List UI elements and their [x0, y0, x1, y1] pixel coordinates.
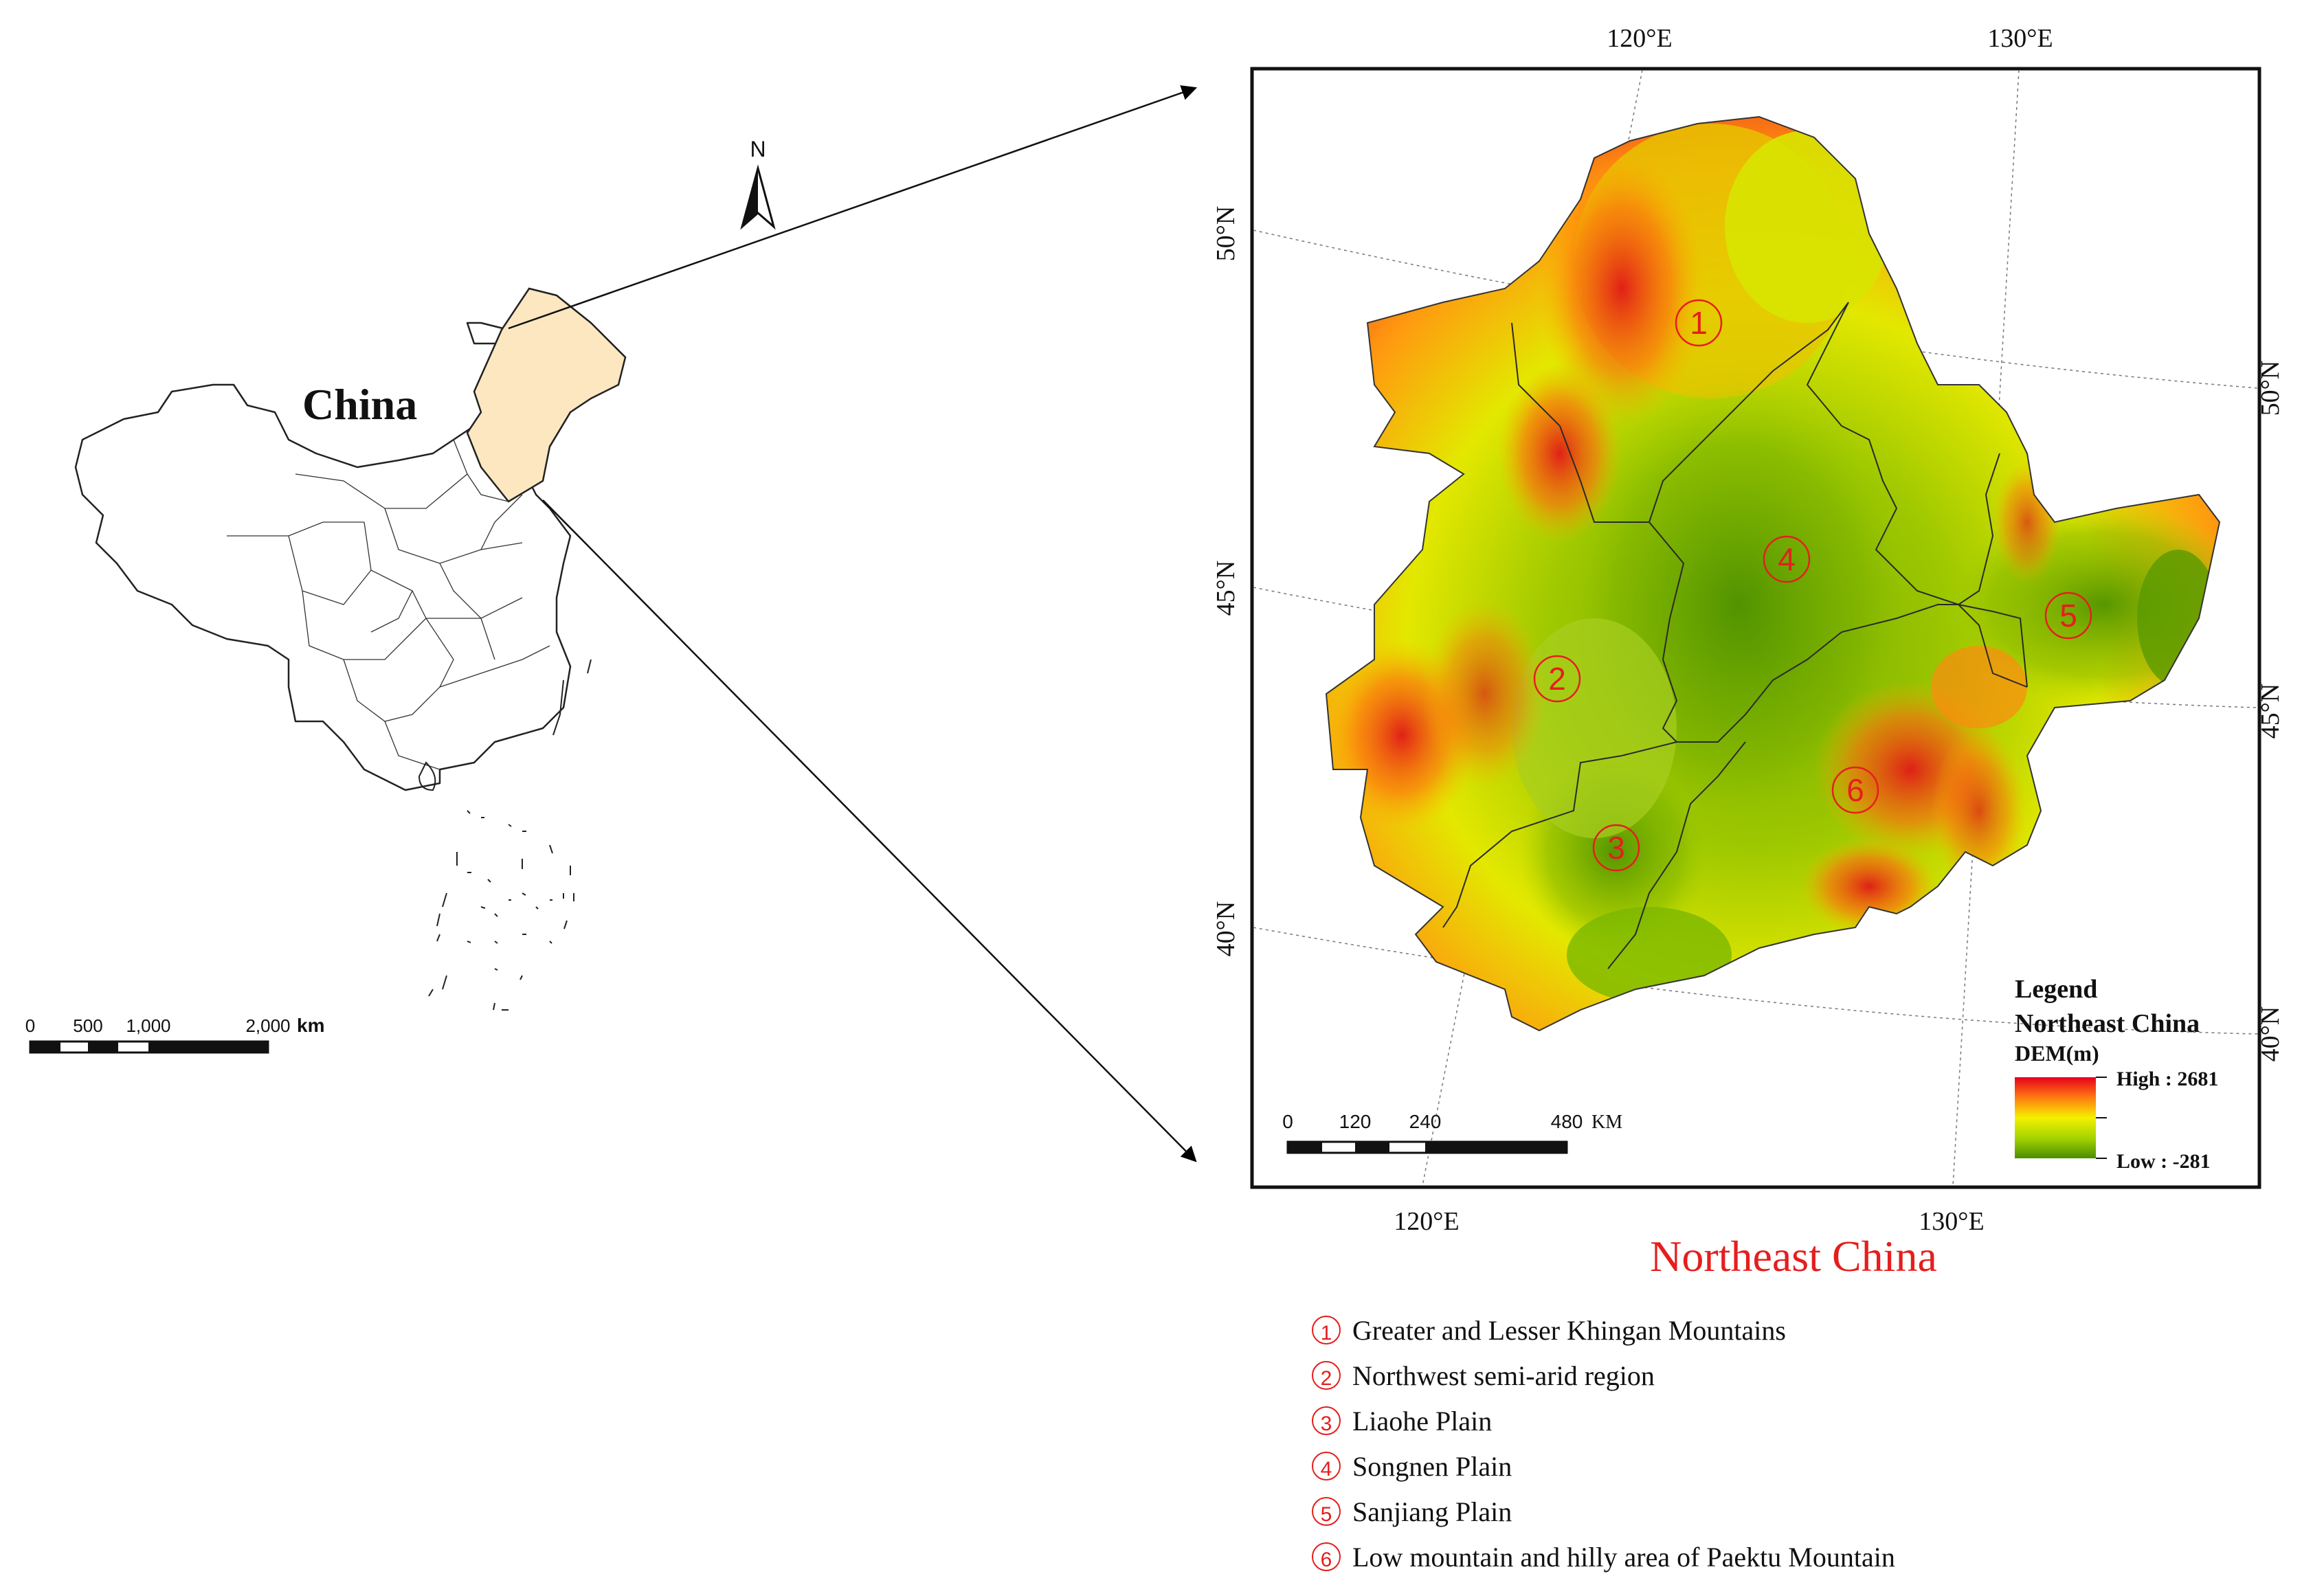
region-list-name: Greater and Lesser Khingan Mountains [1352, 1315, 1786, 1346]
leader-arrow-bottom [542, 499, 1197, 1162]
detail-scale-tick: 240 [1409, 1111, 1442, 1132]
left-lat-label: 50°N [1211, 206, 1240, 262]
region-list: 1 Greater and Lesser Khingan Mountains 2… [1312, 1315, 1895, 1573]
detail-scale-tick: 0 [1282, 1111, 1293, 1132]
legend-title: Legend [2015, 975, 2097, 1004]
right-lat-label: 50°N [2256, 361, 2285, 416]
north-label: N [750, 137, 766, 161]
left-lat-label: 40°N [1211, 901, 1240, 957]
bottom-lon-label: 120°E [1394, 1207, 1459, 1236]
leader-arrow-top [508, 85, 1198, 330]
region-list-item: 3 Liaohe Plain [1312, 1406, 1492, 1437]
detail-scale-unit: KM [1591, 1112, 1622, 1133]
china-title: China [302, 380, 417, 429]
legend-variable: DEM(m) [2015, 1041, 2099, 1066]
china-overview-map: China N 0 500 1,000 2,000 km [25, 137, 776, 1054]
svg-text:4: 4 [1321, 1458, 1332, 1481]
northeast-dem-map: 1 4 5 2 6 3 120°E 130°E 120°E 130°E 50°N… [1211, 24, 2285, 1281]
china-scale-tick: 500 [73, 1015, 102, 1036]
dem-legend: Legend Northeast China DEM(m) High : 268… [2015, 975, 2218, 1173]
top-lon-label: 130°E [1987, 24, 2053, 53]
china-scale-tick: 2,000 [245, 1015, 290, 1036]
region-list-item: 2 Northwest semi-arid region [1312, 1360, 1655, 1391]
detail-scale-bar: 0 120 240 480 KM [1282, 1111, 1622, 1154]
svg-text:1: 1 [1321, 1322, 1332, 1344]
region-list-name: Low mountain and hilly area of Paektu Mo… [1352, 1542, 1895, 1573]
region-marker-4-number: 4 [1778, 541, 1796, 577]
region-marker-3-number: 3 [1607, 830, 1625, 866]
svg-text:5: 5 [1321, 1503, 1332, 1526]
region-marker-5-number: 5 [2059, 598, 2077, 633]
right-lat-label: 40°N [2256, 1006, 2285, 1062]
south-china-sea-islands [418, 659, 592, 1011]
top-lon-label: 120°E [1607, 24, 1672, 53]
detail-scale-tick: 480 [1551, 1111, 1583, 1132]
region-list-item: 1 Greater and Lesser Khingan Mountains [1312, 1315, 1786, 1346]
left-lat-label: 45°N [1211, 561, 1240, 616]
svg-text:2: 2 [1321, 1367, 1332, 1390]
region-marker-1-ring [1675, 299, 1723, 347]
bottom-lon-label: 130°E [1919, 1207, 1984, 1236]
northeast-region-highlight [466, 287, 627, 503]
map-caption: Northeast China [1650, 1232, 1937, 1281]
region-marker-6-ring [1831, 766, 1879, 814]
china-scale-tick: 0 [25, 1015, 35, 1036]
region-marker-6-number: 6 [1846, 772, 1864, 808]
legend-low-label: Low : -281 [2116, 1150, 2211, 1173]
region-marker-2-ring [1533, 655, 1581, 703]
region-marker-numbers: 1 4 5 2 6 3 [1548, 305, 2077, 866]
region-list-name: Songnen Plain [1352, 1451, 1512, 1482]
region-marker-3-ring [1592, 824, 1640, 872]
region-marker-4-ring [1763, 535, 1811, 583]
china-scale-tick: 1,000 [126, 1015, 170, 1036]
legend-color-ramp [2015, 1077, 2096, 1158]
north-arrow: N [740, 137, 776, 230]
region-list-item: 6 Low mountain and hilly area of Paektu … [1312, 1542, 1895, 1573]
leader-arrows [508, 85, 1198, 1162]
northeast-outline [1325, 115, 2221, 1032]
region-marker-5-ring [2044, 592, 2092, 640]
region-marker-1-number: 1 [1690, 305, 1708, 341]
legend-subtitle: Northeast China [2015, 1009, 2200, 1038]
region-list-name: Northwest semi-arid region [1352, 1360, 1655, 1391]
svg-text:6: 6 [1321, 1549, 1332, 1571]
region-list-item: 4 Songnen Plain [1312, 1451, 1512, 1482]
region-list-item: 5 Sanjiang Plain [1312, 1496, 1512, 1527]
legend-high-label: High : 2681 [2116, 1068, 2218, 1090]
detail-scale-tick: 120 [1339, 1111, 1372, 1132]
china-scale-bar: 0 500 1,000 2,000 km [25, 1015, 324, 1054]
china-province-boundaries [227, 439, 550, 770]
china-scale-unit: km [297, 1015, 324, 1036]
svg-text:3: 3 [1321, 1412, 1332, 1435]
right-lat-label: 45°N [2256, 684, 2285, 739]
region-boundaries [1442, 302, 2028, 969]
region-markers [1533, 299, 2092, 872]
region-list-name: Sanjiang Plain [1352, 1496, 1512, 1527]
region-marker-2-number: 2 [1548, 661, 1566, 697]
region-list-name: Liaohe Plain [1352, 1406, 1492, 1437]
